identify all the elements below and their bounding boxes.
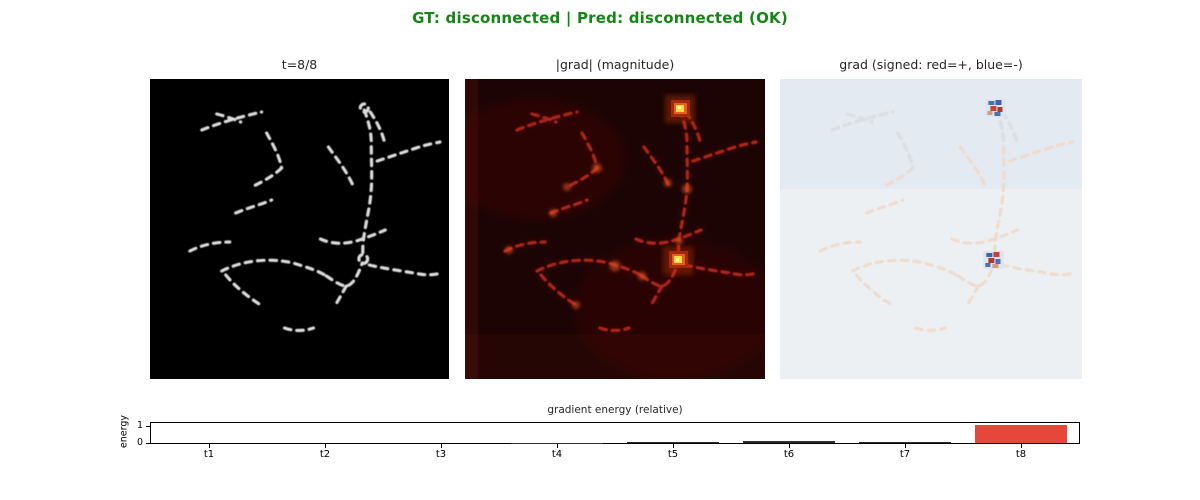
magnitude-heatmap-drawing: [465, 79, 765, 379]
panel-magnitude-title: |grad| (magnitude): [555, 57, 675, 72]
panel-signed-image: [780, 79, 1082, 379]
xtick-label-t4: t4: [551, 449, 563, 460]
xtick-label-t8: t8: [1015, 449, 1027, 460]
bar-t8: [974, 425, 1068, 443]
xtick-label-t5: t5: [667, 449, 679, 460]
signed-hotspot-1: [985, 99, 1006, 117]
bar-t5: [626, 442, 720, 443]
xtick-mark-t6: [789, 444, 790, 448]
magnitude-hot-nodes: [505, 163, 692, 309]
panel-signed-title: grad (signed: red=+, blue=-): [839, 57, 1023, 72]
signed-hotspot-2: [983, 251, 1004, 269]
xtick-label-t3: t3: [435, 449, 447, 460]
energy-chart-title: gradient energy (relative): [547, 404, 683, 416]
xtick-mark-t1: [209, 444, 210, 448]
xtick-label-t2: t2: [319, 449, 331, 460]
figure-title: GT: disconnected | Pred: disconnected (O…: [412, 9, 788, 27]
xtick-mark-t7: [905, 444, 906, 448]
panel-magnitude-image: [465, 79, 765, 379]
xtick-label-t6: t6: [783, 449, 795, 460]
signed-gradient-drawing: [780, 79, 1082, 379]
ytick-1: 1: [136, 420, 143, 431]
xtick-mark-t4: [557, 444, 558, 448]
xtick-mark-t5: [673, 444, 674, 448]
xtick-mark-t8: [1021, 444, 1022, 448]
xtick-label-t1: t1: [203, 449, 215, 460]
xtick-mark-t2: [325, 444, 326, 448]
mask-network-drawing: [150, 79, 449, 379]
ytick-mark-0: [146, 443, 150, 444]
ytick-mark-1: [146, 426, 150, 427]
bar-t6: [742, 441, 836, 443]
magnitude-hotspot-1: [665, 95, 695, 123]
panel-mask-image: [150, 79, 449, 379]
energy-bar-chart: [150, 422, 1080, 444]
xtick-mark-t3: [441, 444, 442, 448]
bar-t7: [858, 442, 952, 443]
xtick-label-t7: t7: [899, 449, 911, 460]
ytick-0: 0: [136, 437, 143, 448]
magnitude-hotspot-2: [663, 247, 693, 275]
panel-mask-title: t=8/8: [281, 57, 318, 72]
